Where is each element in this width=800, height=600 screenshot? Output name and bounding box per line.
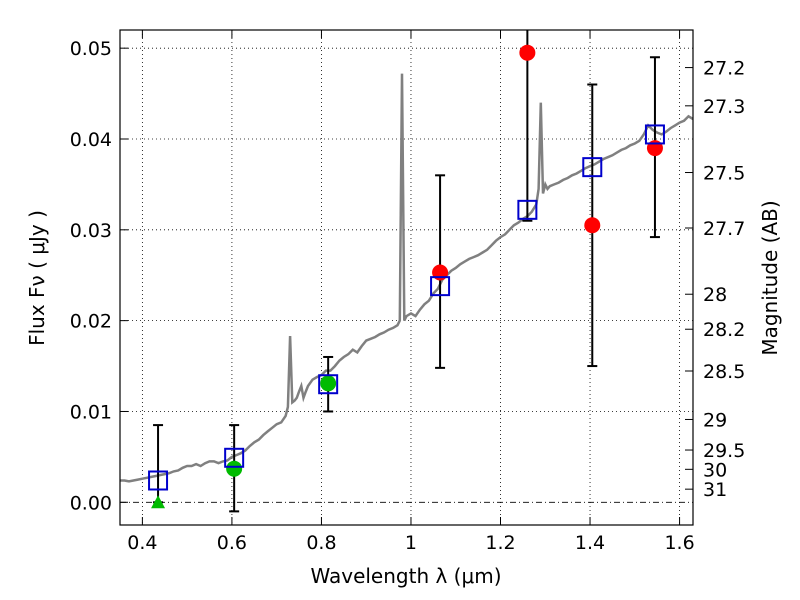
x-tick-label: 1.6 bbox=[664, 532, 694, 554]
y-axis-right-label: Magnitude (AB) bbox=[758, 200, 782, 355]
right-tick-label: 31 bbox=[703, 479, 727, 501]
measured-point-green bbox=[320, 375, 337, 392]
right-tick-label: 28.5 bbox=[703, 361, 745, 383]
x-tick-label: 0.8 bbox=[306, 532, 336, 554]
model-points bbox=[148, 124, 665, 491]
right-tick-label: 28 bbox=[703, 284, 727, 306]
y-tick-label: 0.01 bbox=[70, 401, 112, 423]
error-bars bbox=[153, 30, 660, 513]
axis-ticks: 0.4 0.6 0.8 1 1.2 1.4 1.6 0.00 0.01 0.02 0.03 0.04 0… bbox=[70, 30, 745, 554]
x-tick-label: 0.6 bbox=[217, 532, 247, 554]
measured-points bbox=[151, 44, 663, 509]
grid-lines bbox=[120, 30, 693, 525]
right-tick-label: 27.7 bbox=[703, 218, 745, 240]
x-tick-label: 1 bbox=[405, 532, 417, 554]
y-tick-label: 0.04 bbox=[70, 129, 112, 151]
right-tick-label: 27.2 bbox=[703, 58, 745, 80]
x-tick-label: 0.4 bbox=[127, 532, 157, 554]
right-tick-label: 29.5 bbox=[703, 440, 745, 462]
measured-point bbox=[519, 44, 536, 61]
model-point bbox=[517, 199, 538, 220]
upper-limit-marker bbox=[151, 495, 166, 509]
y-tick-label: 0.03 bbox=[70, 220, 112, 242]
right-tick-label: 27.5 bbox=[703, 163, 745, 185]
model-point bbox=[148, 470, 169, 491]
plot-frame bbox=[119, 29, 694, 526]
x-tick-label: 1.2 bbox=[485, 532, 515, 554]
model-point bbox=[644, 124, 665, 145]
model-point bbox=[318, 374, 339, 395]
model-point bbox=[224, 447, 245, 468]
model-spectrum-line bbox=[120, 73, 693, 483]
model-point bbox=[430, 276, 451, 297]
right-tick-label: 29 bbox=[703, 409, 727, 431]
x-tick-label: 1.4 bbox=[575, 532, 605, 554]
right-tick-label: 28.2 bbox=[703, 319, 745, 341]
y-tick-label: 0.02 bbox=[70, 311, 112, 333]
x-axis-label: Wavelength λ (μm) bbox=[310, 564, 501, 588]
y-tick-label: 0.00 bbox=[70, 492, 112, 514]
y-axis-label: Flux Fν ( μJy ) bbox=[25, 210, 49, 346]
y-tick-label: 0.05 bbox=[70, 38, 112, 60]
measured-point-green bbox=[226, 460, 243, 477]
model-point bbox=[582, 157, 603, 178]
right-tick-label: 27.3 bbox=[703, 96, 745, 118]
measured-point bbox=[584, 217, 601, 234]
right-tick-label: 30 bbox=[703, 459, 727, 481]
